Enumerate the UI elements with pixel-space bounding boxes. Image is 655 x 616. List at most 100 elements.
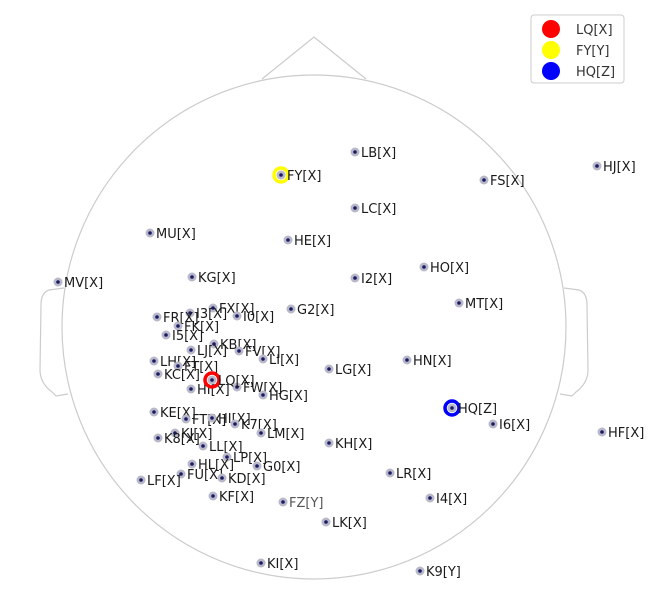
sensor-dot bbox=[255, 464, 259, 468]
sensor-dot bbox=[324, 520, 328, 524]
sensor-label: KJ[X] bbox=[181, 427, 212, 442]
sensor-dot bbox=[405, 358, 409, 362]
legend-label-x: LQ[X] bbox=[576, 23, 613, 38]
sensor-label: G0[X] bbox=[263, 460, 300, 475]
highlight-ring bbox=[443, 399, 461, 417]
sensor-dot bbox=[225, 455, 229, 459]
sensor-label: LR[X] bbox=[396, 467, 431, 482]
sensor-label: HG[X] bbox=[269, 389, 308, 404]
sensor-label: HJ[X] bbox=[603, 160, 636, 175]
sensor-label: LM[X] bbox=[267, 427, 305, 442]
sensor-label: LF[X] bbox=[147, 474, 181, 489]
sensor-dot bbox=[327, 441, 331, 445]
sensor-label: LC[X] bbox=[361, 202, 396, 217]
sensor-label: FR[X] bbox=[163, 311, 199, 326]
sensor-label: I3[X] bbox=[196, 307, 227, 322]
sensor-label: KG[X] bbox=[198, 271, 236, 286]
sensor-dot bbox=[201, 444, 205, 448]
legend-label-z: HQ[Z] bbox=[576, 65, 615, 80]
highlight-ring bbox=[272, 166, 290, 184]
sensor-dot bbox=[422, 265, 426, 269]
sensor-dot bbox=[155, 315, 159, 319]
highlight-label: LQ[X] bbox=[218, 374, 255, 389]
sensor-label: I5[X] bbox=[172, 329, 203, 344]
sensor-dot bbox=[220, 476, 224, 480]
sensor-dot bbox=[189, 348, 193, 352]
sensor-dot bbox=[152, 410, 156, 414]
sensor-dot bbox=[212, 342, 216, 346]
sensor-dot bbox=[235, 385, 239, 389]
sensor-dot bbox=[176, 324, 180, 328]
sensor-label: G2[X] bbox=[297, 303, 334, 318]
sensor-label: K8[X] bbox=[164, 432, 200, 447]
sensor-label: I2[X] bbox=[361, 272, 392, 287]
sensor-dot bbox=[179, 472, 183, 476]
sensor-dot bbox=[491, 422, 495, 426]
sensor-label: FW[X] bbox=[243, 381, 282, 396]
sensor-dot bbox=[139, 478, 143, 482]
highlight-label: FY[X] bbox=[287, 169, 321, 184]
sensor-label: HI[X] bbox=[197, 383, 230, 398]
sensor-dot bbox=[388, 471, 392, 475]
sensor-label: HE[X] bbox=[294, 234, 331, 249]
sensor-label: HF[X] bbox=[608, 426, 644, 441]
sensor-dot bbox=[156, 372, 160, 376]
sensor-label: MV[X] bbox=[64, 276, 103, 291]
nose-outline bbox=[261, 36, 367, 80]
head-circle bbox=[61, 74, 567, 580]
sensor-dot bbox=[289, 307, 293, 311]
sensor-dot bbox=[237, 349, 241, 353]
sensor-label: FX[X] bbox=[219, 302, 254, 317]
highlight-ring bbox=[203, 371, 221, 389]
sensor-label: HI[X] bbox=[218, 412, 251, 427]
sensor-dot bbox=[279, 173, 283, 177]
sensor-label: LJ[X] bbox=[197, 344, 227, 359]
sensor-dot bbox=[327, 367, 331, 371]
sensor-dot bbox=[428, 496, 432, 500]
legend: LQ[X] FY[Y] HQ[Z] bbox=[530, 14, 625, 84]
sensor-label: MT[X] bbox=[465, 297, 503, 312]
sensor-dot bbox=[261, 393, 265, 397]
sensor-dot bbox=[600, 430, 604, 434]
sensor-label: LB[X] bbox=[361, 146, 396, 161]
sensor-label: KD[X] bbox=[228, 472, 266, 487]
legend-marker-x bbox=[542, 20, 560, 38]
sensor-label: KF[X] bbox=[219, 490, 254, 505]
sensor-label: KI[X] bbox=[267, 557, 298, 572]
sensor-dot bbox=[235, 314, 239, 318]
sensor-label: KC[X] bbox=[164, 368, 200, 383]
sensor-dot bbox=[281, 500, 285, 504]
sensor-dot bbox=[184, 417, 188, 421]
sensor-dot bbox=[190, 462, 194, 466]
sensor-dot bbox=[595, 164, 599, 168]
sensor-label: FU[X] bbox=[187, 468, 223, 483]
legend-label-y: FY[Y] bbox=[576, 44, 610, 59]
sensor-label: I4[X] bbox=[436, 492, 467, 507]
sensor-dot bbox=[188, 311, 192, 315]
sensor-dot bbox=[156, 436, 160, 440]
sensor-dot bbox=[482, 178, 486, 182]
sensor-label: K7[X] bbox=[241, 418, 277, 433]
sensor-label: LI[X] bbox=[269, 353, 299, 368]
sensor-dot bbox=[148, 231, 152, 235]
sensor-dot bbox=[353, 150, 357, 154]
sensor-label: MU[X] bbox=[156, 227, 196, 242]
sensor-dot bbox=[211, 494, 215, 498]
sensor-label: KB[X] bbox=[220, 338, 257, 353]
sensor-dot bbox=[56, 280, 60, 284]
sensor-dot bbox=[259, 431, 263, 435]
sensor-dot bbox=[353, 276, 357, 280]
highlight-group: LQ[X] FY[X] HQ[Z] bbox=[203, 166, 497, 417]
sensor-label: FS[X] bbox=[490, 174, 525, 189]
sensor-label: LL[X] bbox=[209, 440, 243, 455]
sensor-label: LK[X] bbox=[332, 516, 367, 531]
sensor-label: I6[X] bbox=[499, 418, 530, 433]
sensor-label: FZ[Y] bbox=[289, 496, 323, 511]
legend-marker-z bbox=[542, 62, 560, 80]
sensor-label: FV[X] bbox=[245, 345, 280, 360]
sensor-dot bbox=[173, 431, 177, 435]
sensor-dot bbox=[261, 357, 265, 361]
sensor-label: FK[X] bbox=[184, 320, 219, 335]
sensor-label: I0[X] bbox=[243, 310, 274, 325]
